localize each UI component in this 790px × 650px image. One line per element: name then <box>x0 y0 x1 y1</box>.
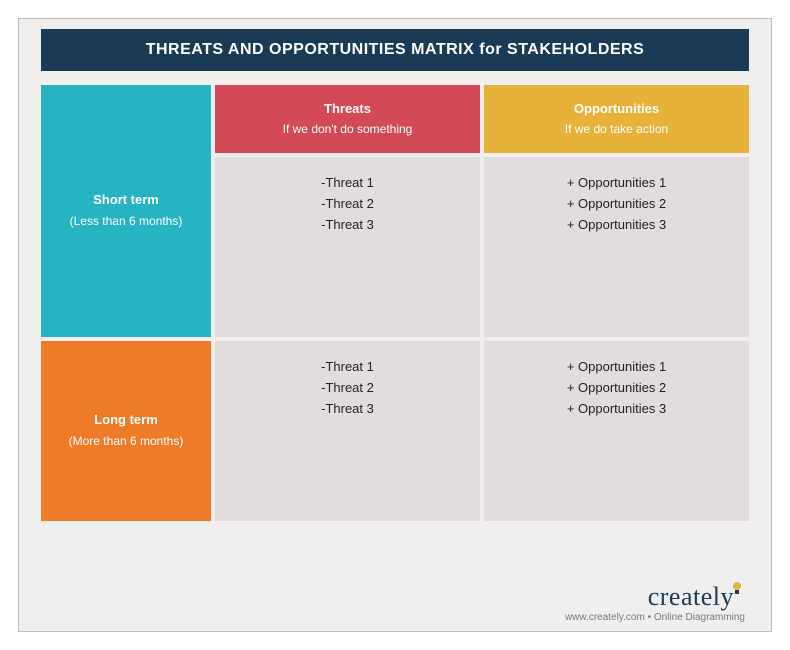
cell-item: -Threat 2 <box>321 379 374 398</box>
brand-text: creately <box>648 582 734 611</box>
cell-item: + Opportunities 3 <box>567 400 666 419</box>
row-head-long-term: Long term (More than 6 months) <box>41 341 211 521</box>
col-head-sublabel: If we don't do something <box>283 121 413 138</box>
footer: creately www.creately.com • Online Diagr… <box>565 582 745 623</box>
title-bar: THREATS AND OPPORTUNITIES MATRIX for STA… <box>41 29 749 71</box>
col-head-sublabel: If we do take action <box>565 121 668 138</box>
title-text: THREATS AND OPPORTUNITIES MATRIX for STA… <box>146 41 645 58</box>
row-head-sublabel: (More than 6 months) <box>69 433 184 450</box>
lightbulb-icon <box>731 582 745 596</box>
matrix-grid: Short term (Less than 6 months) Threats … <box>41 85 749 521</box>
cell-item: -Threat 1 <box>321 358 374 377</box>
cell-item: + Opportunities 2 <box>567 379 666 398</box>
cell-item: + Opportunities 1 <box>567 358 666 377</box>
cell-long-opportunities: + Opportunities 1 + Opportunities 2 + Op… <box>484 341 749 521</box>
row-head-label: Short term <box>93 191 159 210</box>
row-head-sublabel: (Less than 6 months) <box>70 213 183 230</box>
cell-item: -Threat 1 <box>321 174 374 193</box>
diagram-frame: THREATS AND OPPORTUNITIES MATRIX for STA… <box>18 18 772 632</box>
cell-short-opportunities: + Opportunities 1 + Opportunities 2 + Op… <box>484 157 749 337</box>
cell-long-threats: -Threat 1 -Threat 2 -Threat 3 <box>215 341 480 521</box>
cell-item: + Opportunities 3 <box>567 216 666 235</box>
col-head-label: Opportunities <box>574 100 659 119</box>
row-head-short-term: Short term (Less than 6 months) <box>41 85 211 337</box>
brand-tagline: www.creately.com • Online Diagramming <box>565 612 745 623</box>
col-head-threats: Threats If we don't do something <box>215 85 480 153</box>
cell-item: -Threat 3 <box>321 400 374 419</box>
col-head-label: Threats <box>324 100 371 119</box>
cell-item: -Threat 2 <box>321 195 374 214</box>
cell-item: -Threat 3 <box>321 216 374 235</box>
cell-short-threats: -Threat 1 -Threat 2 -Threat 3 <box>215 157 480 337</box>
cell-item: + Opportunities 1 <box>567 174 666 193</box>
row-head-label: Long term <box>94 411 158 430</box>
cell-item: + Opportunities 2 <box>567 195 666 214</box>
col-head-opportunities: Opportunities If we do take action <box>484 85 749 153</box>
brand-logo: creately <box>565 582 745 612</box>
